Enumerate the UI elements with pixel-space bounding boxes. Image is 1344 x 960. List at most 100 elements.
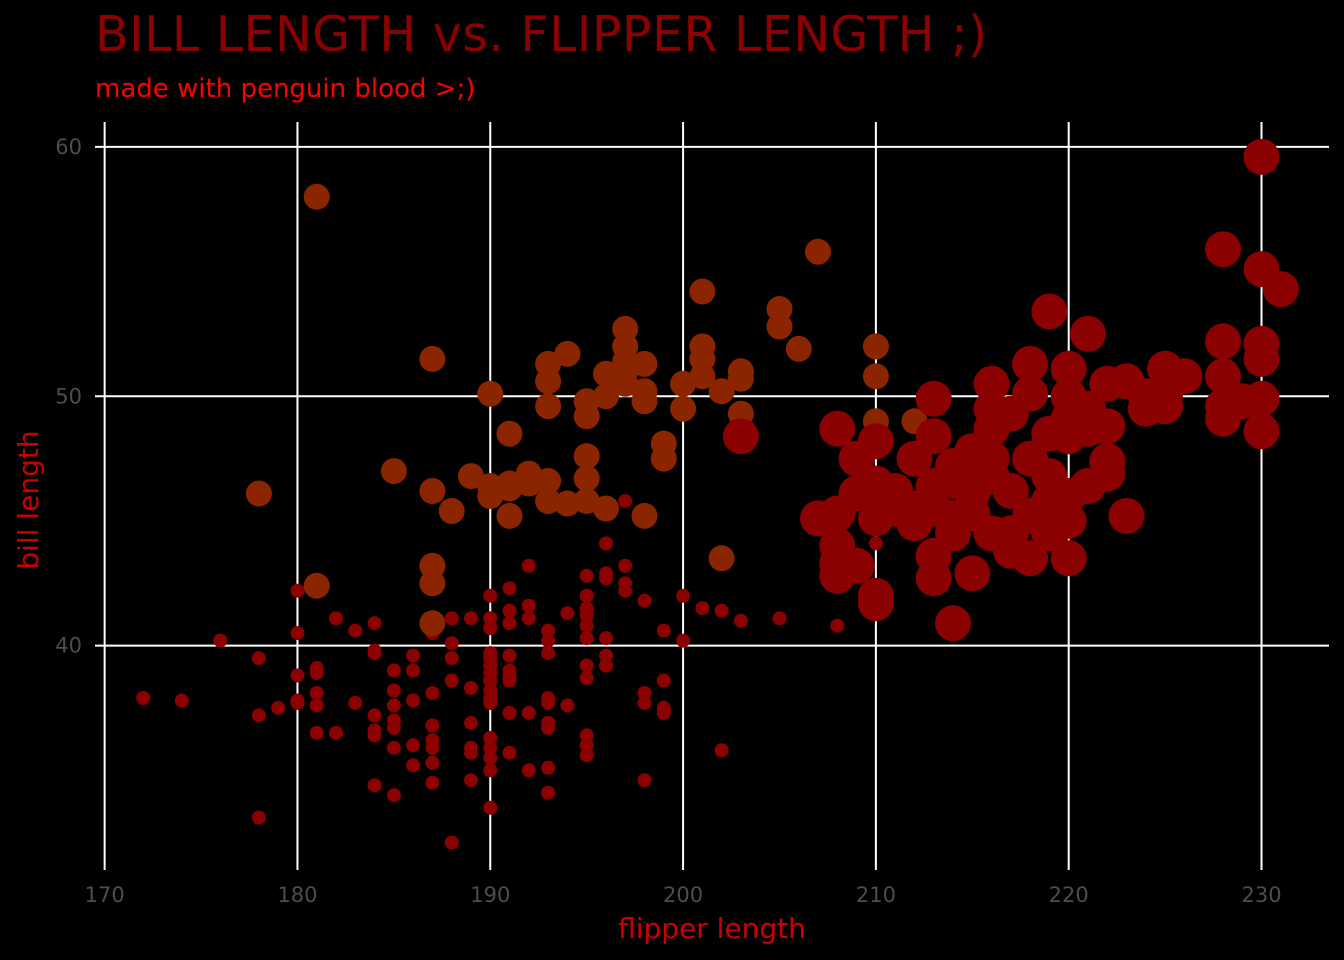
data-point-small [521, 598, 536, 613]
data-point-large [915, 418, 952, 455]
data-point-small [483, 730, 498, 745]
data-point-small [444, 651, 459, 666]
data-point-small [425, 740, 440, 755]
data-point-large [838, 547, 875, 584]
y-tick-label: 40 [55, 634, 82, 658]
data-point-small [386, 683, 401, 698]
data-point-small [502, 603, 517, 618]
data-point-small [406, 738, 421, 753]
data-point-small [406, 693, 421, 708]
data-point-large [1050, 350, 1087, 387]
data-point-large [1012, 540, 1049, 577]
data-point-medium [419, 610, 446, 637]
data-point-small [406, 663, 421, 678]
data-point-small [348, 695, 363, 710]
data-point-small [714, 743, 729, 758]
x-tick-label: 200 [663, 883, 703, 907]
data-point-small [425, 755, 440, 770]
tick-labels: 170 180 190 200 210 220 230 40 50 60 [55, 135, 1281, 907]
data-point-small [483, 588, 498, 603]
data-point-small [502, 673, 517, 688]
data-point-small [464, 715, 478, 730]
data-point-small [579, 618, 594, 633]
data-point-medium [727, 365, 754, 392]
data-point-large [992, 473, 1029, 509]
data-point-small [637, 686, 652, 700]
data-point-small [502, 745, 517, 760]
data-point-small [425, 686, 440, 700]
x-axis-title: flipper length [618, 912, 806, 945]
data-point-small [502, 648, 517, 663]
data-point-large [915, 560, 952, 597]
data-point-small [483, 611, 498, 626]
data-point-medium [573, 403, 600, 430]
data-point-medium [862, 333, 889, 360]
data-point-small [290, 695, 305, 710]
data-point-small [579, 568, 594, 583]
data-point-small [599, 536, 613, 551]
x-tick-label: 180 [277, 883, 317, 907]
data-point-small [599, 631, 613, 646]
data-point-medium [515, 470, 542, 497]
data-point-large [1147, 388, 1184, 425]
data-point-small [521, 558, 536, 573]
data-point-medium [477, 380, 504, 407]
data-point-medium [573, 443, 600, 470]
data-point-medium [708, 378, 735, 405]
data-point-small [425, 775, 440, 790]
data-point-medium [554, 340, 581, 367]
data-point-small [483, 763, 498, 778]
data-point-small [656, 705, 671, 720]
data-point-small [367, 616, 382, 631]
data-point-medium [419, 478, 446, 504]
data-point-small [136, 691, 151, 705]
data-point-small [579, 588, 594, 603]
data-point-small [637, 773, 652, 788]
data-point-medium [631, 502, 658, 529]
data-point-small [541, 695, 556, 710]
data-point-large [1050, 540, 1087, 577]
data-point-medium [631, 350, 658, 377]
data-point-small [618, 494, 633, 508]
data-point-small [464, 745, 478, 760]
chart-subtitle: made with penguin blood >;) [95, 74, 476, 104]
data-point-small [656, 673, 671, 688]
data-point-small [444, 611, 459, 626]
data-point-small [483, 750, 498, 765]
data-point-large [1012, 375, 1049, 412]
data-point-large [722, 418, 759, 455]
data-point-medium [438, 498, 465, 524]
data-point-small [541, 785, 556, 800]
data-point-small [464, 681, 478, 695]
data-point-medium [766, 313, 793, 340]
data-point-small [483, 740, 498, 755]
data-point-medium [631, 388, 658, 415]
data-point-small [579, 608, 594, 623]
data-point-large [1243, 413, 1280, 450]
data-point-medium [419, 345, 446, 372]
data-point-small [386, 720, 401, 735]
data-point-small [386, 788, 401, 803]
data-point-small [560, 698, 575, 713]
data-point-large [1205, 231, 1241, 268]
data-point-medium [554, 490, 581, 517]
data-point-small [309, 698, 324, 713]
data-point-medium [496, 502, 523, 529]
data-point-large [819, 410, 856, 447]
data-point-small [367, 728, 382, 743]
data-point-small [637, 695, 652, 710]
data-point-small [502, 616, 517, 631]
data-point-large [1070, 315, 1106, 352]
data-point-small [502, 581, 517, 596]
data-point-small [406, 758, 421, 773]
data-point-medium [805, 238, 831, 265]
data-point-large [1089, 408, 1126, 445]
data-point-medium [496, 420, 523, 447]
data-point-small [579, 658, 594, 673]
data-point-small [483, 673, 498, 688]
data-point-small [579, 738, 594, 753]
data-point-small [464, 611, 478, 626]
data-point-medium [419, 570, 446, 597]
data-point-small [251, 708, 266, 723]
data-point-small [676, 588, 691, 603]
